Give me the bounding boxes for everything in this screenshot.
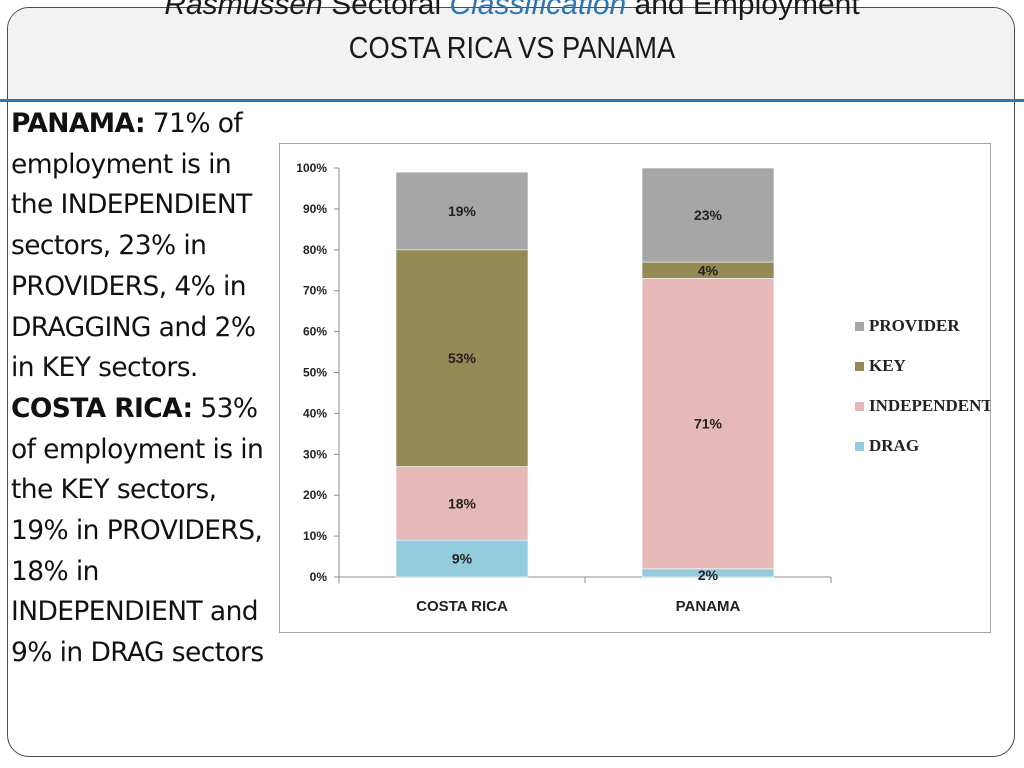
slide-title-line2: COSTA RICA VS PANAMA [348,30,676,65]
title-rasmussen: Rasmussen [164,0,323,21]
title-classification: Classification [449,0,627,21]
bar-panama-provider [641,167,775,263]
data-label: 2% [698,567,719,583]
legend-swatch-provider [855,322,864,331]
title-divider [0,99,1024,102]
y-tick-label: 10% [303,529,327,543]
slide-title-line1: Rasmussen Sectoral Classification and Em… [0,0,1024,22]
bar-costa-rica-independent [395,466,529,541]
y-tick-label: 50% [303,366,327,380]
y-tick-label: 20% [303,488,327,502]
data-label: 71% [694,416,723,432]
title-employment: and Employment [626,0,860,21]
y-tick-label: 0% [310,570,328,584]
y-tick-label: 40% [303,406,327,420]
y-tick-label: 100% [296,161,327,175]
data-label: 19% [448,203,477,219]
y-tick-label: 80% [303,243,327,257]
x-tick-label: COSTA RICA [416,598,508,615]
data-label: 53% [448,350,477,366]
x-tick-label: PANAMA [676,598,741,615]
costa-rica-summary: 53% of employment is in the KEY sectors,… [11,392,264,669]
legend-label-independent: INDEPENDENT [869,396,990,415]
legend-label-drag: DRAG [869,436,919,455]
panama-summary: 71% of employment is in the INDEPENDIENT… [11,108,256,384]
title-band [8,8,1014,101]
bar-costa-rica-drag [395,539,529,578]
legend-swatch-key [855,362,864,371]
bar-costa-rica-provider [395,171,529,251]
y-tick-label: 30% [303,447,327,461]
legend-label-provider: PROVIDER [869,316,960,335]
data-label: 18% [448,495,477,511]
chart-container: 0% 10% 20% 30% 40% 50% 60% 70% 80% 90% 100% 9% 18% 53… [279,143,991,633]
legend-swatch-independent [855,402,864,411]
y-tick-label: 90% [303,202,327,216]
summary-text: PANAMA: 71% of employment is in the INDE… [11,104,273,674]
legend-label-key: KEY [869,356,906,375]
data-label: 23% [694,207,723,223]
bar-costa-rica-key [395,249,529,467]
stacked-bar-chart: 0% 10% 20% 30% 40% 50% 60% 70% 80% 90% 100% 9% 18% 53… [296,161,990,615]
bar-panama-independent [641,278,775,570]
data-label: 9% [452,551,473,567]
data-label: 4% [698,262,719,278]
costa-rica-label: COSTA RICA: [11,392,193,424]
y-tick-label: 60% [303,325,327,339]
title-sectoral: Sectoral [322,0,450,21]
y-tick-label: 70% [303,284,327,298]
legend-swatch-drag [855,442,864,451]
panama-label: PANAMA: [11,108,146,139]
